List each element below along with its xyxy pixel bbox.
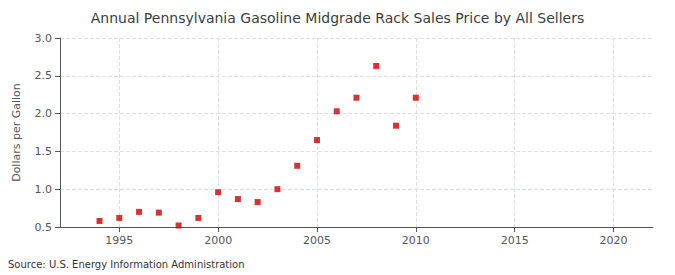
svg-text:2010: 2010 (402, 234, 430, 247)
svg-text:1.5: 1.5 (35, 145, 53, 158)
svg-text:Source: U.S. Energy Informatio: Source: U.S. Energy Information Administ… (8, 259, 245, 270)
svg-text:2020: 2020 (599, 234, 627, 247)
svg-text:1995: 1995 (105, 234, 133, 247)
svg-text:Dollars per Gallon: Dollars per Gallon (10, 83, 23, 182)
svg-text:1.0: 1.0 (35, 183, 53, 196)
svg-text:2000: 2000 (204, 234, 232, 247)
svg-text:2.5: 2.5 (35, 69, 53, 82)
svg-text:3.0: 3.0 (35, 32, 53, 45)
svg-text:2015: 2015 (501, 234, 529, 247)
svg-text:Annual Pennsylvania Gasoline M: Annual Pennsylvania Gasoline Midgrade Ra… (91, 10, 585, 26)
svg-text:2.0: 2.0 (35, 107, 53, 120)
svg-text:0.5: 0.5 (35, 221, 53, 234)
svg-text:2005: 2005 (303, 234, 331, 247)
